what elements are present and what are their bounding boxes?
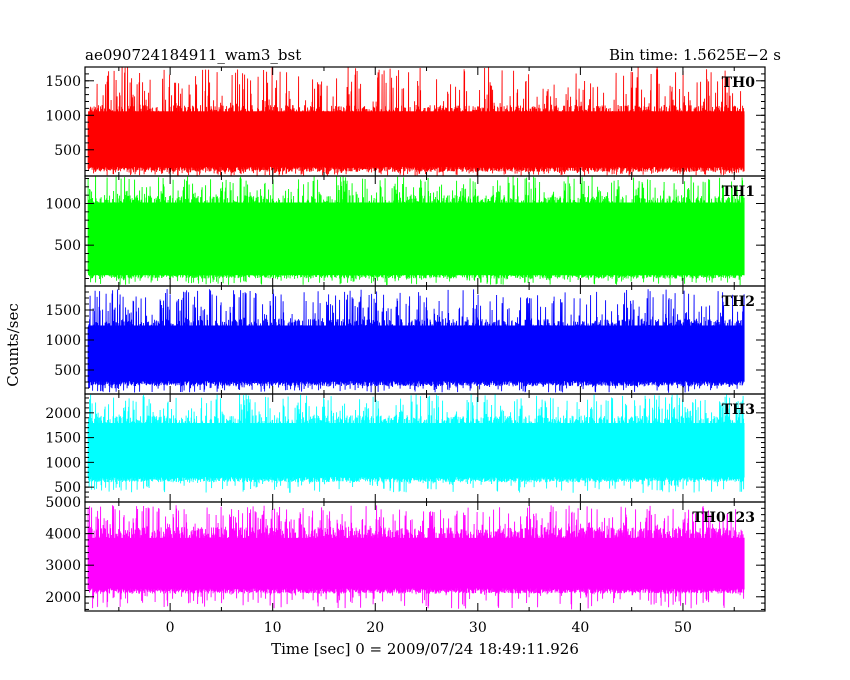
x-tick-label: 0: [166, 620, 175, 636]
y-tick-label: 1500: [45, 303, 81, 319]
x-tick-label: 20: [366, 620, 384, 636]
panel-label: TH2: [722, 294, 755, 310]
y-tick-label: 500: [54, 480, 81, 496]
panel-th3: 500 1000 1500 2000 TH3: [45, 393, 766, 503]
x-tick-label: 10: [264, 620, 282, 636]
panel-label: TH0: [722, 75, 756, 91]
y-axis-label: Counts/sec: [4, 303, 22, 387]
series-core-th0123: [88, 537, 745, 568]
y-tick-label: 1000: [45, 108, 81, 124]
panel-th1: 500 1000 TH1: [45, 175, 766, 287]
y-tick-label: 2000: [45, 406, 81, 422]
panel-th0: 500 1000 1500 TH0: [45, 66, 766, 177]
y-tick-label: 1500: [45, 431, 81, 447]
y-tick-label: 4000: [45, 527, 81, 543]
panel-label: TH1: [722, 184, 755, 200]
y-tick-label: 5000: [45, 495, 81, 511]
y-tick-label: 1000: [45, 333, 81, 349]
y-tick-label: 1000: [45, 455, 81, 471]
header-bin-time: Bin time: 1.5625E−2 s: [609, 46, 781, 64]
panel-th0123: 2000 3000 4000 5000 TH0123: [45, 495, 766, 612]
panel-label: TH3: [722, 402, 755, 418]
x-axis-label: Time [sec] 0 = 2009/07/24 18:49:11.926: [271, 640, 579, 658]
series-core-th1: [88, 202, 745, 276]
header-title: ae090724184911_wam3_bst: [85, 46, 301, 64]
panel-label: TH0123: [692, 510, 755, 526]
y-tick-label: 3000: [45, 558, 81, 574]
x-tick-label: 50: [674, 620, 692, 636]
series-core-th3: [88, 423, 745, 471]
panel-th2: 500 1000 1500 TH2: [45, 285, 766, 395]
y-tick-label: 500: [54, 238, 81, 254]
x-tick-label: 40: [571, 620, 589, 636]
y-tick-label: 2000: [45, 590, 81, 606]
series-core-th0: [88, 111, 745, 167]
y-tick-label: 1500: [45, 74, 81, 90]
y-tick-label: 500: [54, 143, 81, 159]
y-tick-label: 500: [54, 363, 81, 379]
x-axis: 0 10 20 30 40 50: [166, 620, 692, 636]
series-core-th2: [88, 325, 745, 381]
panel-frame: [84, 501, 766, 612]
x-tick-label: 30: [469, 620, 487, 636]
y-tick-label: 1000: [45, 197, 81, 213]
